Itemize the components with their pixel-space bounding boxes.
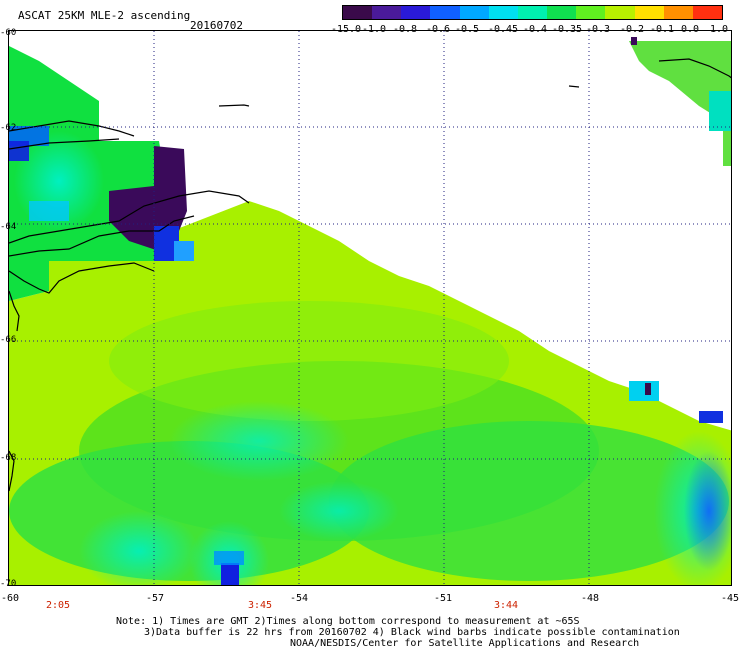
colorbar-label: -0.4 xyxy=(522,24,548,35)
product-title: ASCAT 25KM MLE-2 ascending xyxy=(18,9,191,22)
colorbar-label: -0.1 xyxy=(649,24,675,35)
colorbar-label: 0.0 xyxy=(680,24,700,35)
swath-green-patch xyxy=(109,301,509,421)
lat-label: -64 xyxy=(0,222,17,232)
colorbar-seg xyxy=(547,6,577,19)
colorbar-seg xyxy=(343,6,373,19)
lon-label: -54 xyxy=(289,593,309,604)
colorbar-seg xyxy=(430,6,460,19)
colorbar-label: -0.8 xyxy=(392,24,418,35)
colorbar-label: -15.0 xyxy=(330,24,362,35)
lon-label: -45 xyxy=(720,593,740,604)
colorbar-label: -1.0 xyxy=(361,24,387,35)
footer-note: Note: 1) Times are GMT 2)Times along bot… xyxy=(116,616,580,627)
colorbar-seg xyxy=(372,6,402,19)
colorbar-seg xyxy=(459,6,489,19)
swath-upper-right xyxy=(629,41,731,166)
colorbar-seg xyxy=(605,6,635,19)
lon-label: -57 xyxy=(145,593,165,604)
colorbar-label: -0.3 xyxy=(585,24,611,35)
colorbar-seg xyxy=(634,6,664,19)
pass-time-label: 3:45 xyxy=(247,600,273,611)
footer-credit: NOAA/NESDIS/Center for Satellite Applica… xyxy=(290,638,640,649)
lat-label: -66 xyxy=(0,335,17,345)
colorbar-label: -0.6 xyxy=(425,24,451,35)
colorbar-seg xyxy=(663,6,693,19)
colorbar-label: -0.5 xyxy=(454,24,480,35)
colorbar-seg xyxy=(576,6,606,19)
graticule xyxy=(9,31,731,585)
colorbar-label: -0.2 xyxy=(619,24,645,35)
lon-label: -48 xyxy=(580,593,600,604)
colorbar-label: -0.35 xyxy=(551,24,583,35)
lon-label: -60 xyxy=(0,593,20,604)
colorbar-seg xyxy=(517,6,548,19)
swath-green-patch xyxy=(329,421,729,581)
pass-time-label: 2:05 xyxy=(45,600,71,611)
colorbar-seg xyxy=(692,6,723,19)
colorbar-label: -0.45 xyxy=(487,24,519,35)
lat-label: -68 xyxy=(0,453,17,463)
map-panel xyxy=(8,30,732,586)
colorbar-seg xyxy=(401,6,431,19)
footer-note: 3)Data buffer is 22 hrs from 20160702 4)… xyxy=(144,627,680,638)
wind-field-map xyxy=(9,31,731,585)
lat-label: -62 xyxy=(0,123,17,133)
lon-label: -51 xyxy=(433,593,453,604)
product-date: 20160702 xyxy=(190,19,243,32)
lat-label: -70 xyxy=(0,579,17,589)
colorbar-label: 1.0 xyxy=(709,24,729,35)
colorbar xyxy=(342,5,723,20)
pass-time-label: 3:44 xyxy=(493,600,519,611)
colorbar-seg xyxy=(488,6,518,19)
lat-label: -60 xyxy=(0,28,17,38)
